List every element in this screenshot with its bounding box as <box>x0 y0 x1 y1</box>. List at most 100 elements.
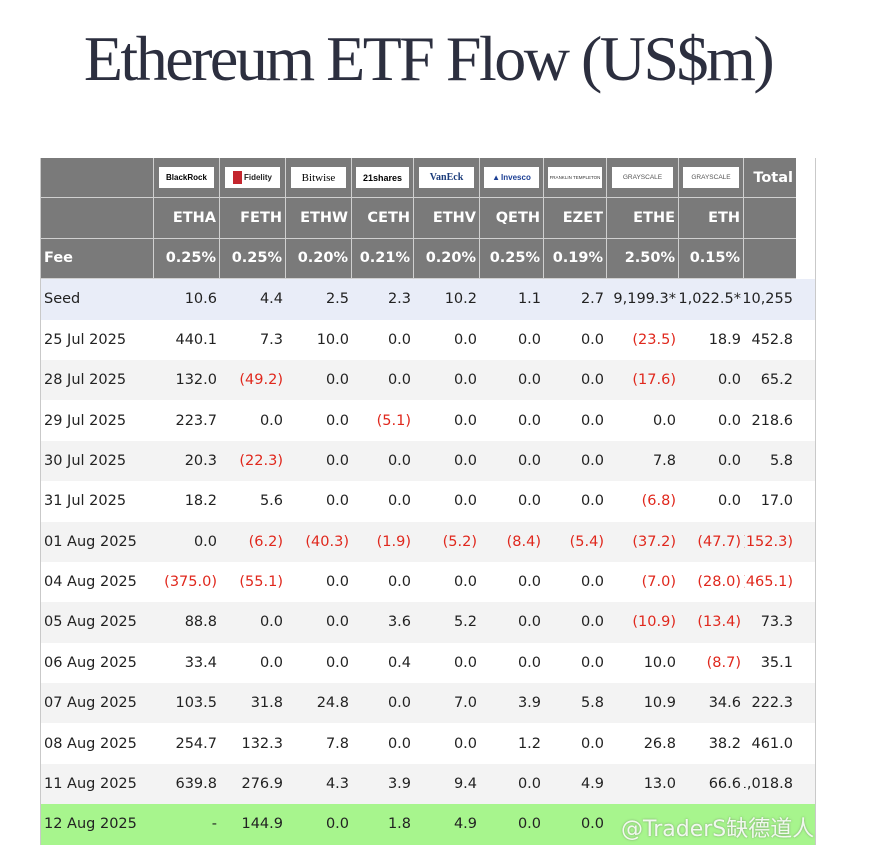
issuer-logo: ▲ Invesco <box>484 167 539 189</box>
table-row: 11 Aug 2025 639.8 276.9 4.3 3.9 9.4 0.0 4.9 13.0… <box>41 763 815 805</box>
value-cell: (10.9) <box>632 614 676 631</box>
value-cell: 0.0 <box>717 452 741 469</box>
value-cell: 222.3 <box>751 695 793 712</box>
value-cell: (22.3) <box>239 452 283 469</box>
value-cell: 0.0 <box>453 412 477 429</box>
row-label: 08 Aug 2025 <box>44 735 137 752</box>
row-label: 25 Jul 2025 <box>44 331 127 348</box>
value-cell: 65.2 <box>760 372 793 389</box>
fee-cell: 0.25% <box>154 238 220 280</box>
value-cell: 7.8 <box>652 452 676 469</box>
fee-cell: 0.19% <box>544 238 607 280</box>
ticker-cell: CETH <box>352 198 414 239</box>
value-cell: 5.8 <box>580 695 604 712</box>
value-cell: 5.6 <box>259 493 283 510</box>
issuer-logo: VanEck <box>418 167 475 189</box>
value-cell: 0.0 <box>453 574 477 591</box>
value-cell: 639.8 <box>175 776 217 793</box>
value-cell: 132.0 <box>175 372 217 389</box>
value-cell: 218.6 <box>751 412 793 429</box>
issuer-logo: BlackRock <box>158 167 215 189</box>
fidelity-logo-icon <box>232 171 242 185</box>
value-cell: 0.0 <box>259 614 283 631</box>
value-cell: (5.1) <box>376 412 411 429</box>
value-cell: 7.8 <box>325 735 349 752</box>
row-label: 05 Aug 2025 <box>44 614 137 631</box>
ticker-cell: ETHW <box>286 198 352 239</box>
value-cell: 4.9 <box>580 776 604 793</box>
value-cell: 440.1 <box>175 331 217 348</box>
value-cell: 0.0 <box>517 372 541 389</box>
value-cell: 1.1 <box>517 291 541 308</box>
value-cell: (23.5) <box>632 331 676 348</box>
total-header: Total <box>744 158 796 199</box>
row-label: 31 Jul 2025 <box>44 493 127 510</box>
row-label: 29 Jul 2025 <box>44 412 127 429</box>
value-cell: (37.2) <box>632 533 676 550</box>
value-cell: 0.0 <box>580 372 604 389</box>
table-row: 29 Jul 2025 223.7 0.0 0.0 (5.1) 0.0 0.0 0.0 0.0 0… <box>41 400 815 441</box>
value-cell: 0.0 <box>325 574 349 591</box>
table-row: 07 Aug 2025 103.5 31.8 24.8 0.0 7.0 3.9 5.8 10.9… <box>41 683 815 724</box>
value-cell: (6.8) <box>641 493 676 510</box>
value-cell: 10.0 <box>316 331 349 348</box>
value-cell: 0.0 <box>580 412 604 429</box>
value-cell: 7.3 <box>259 331 283 348</box>
value-cell: (6.2) <box>248 533 283 550</box>
value-cell: 1,018.8 <box>744 776 793 793</box>
ticker-cell: ETHA <box>154 198 220 239</box>
value-cell: 0.0 <box>387 331 411 348</box>
row-label: Seed <box>44 291 81 308</box>
value-cell: (17.6) <box>632 372 676 389</box>
value-cell: 0.0 <box>387 493 411 510</box>
value-cell: 17.0 <box>760 493 793 510</box>
table-row: 05 Aug 2025 88.8 0.0 0.0 3.6 5.2 0.0 0.0 (10.9) (… <box>41 602 815 643</box>
table-row: 04 Aug 2025 (375.0) (55.1) 0.0 0.0 0.0 0.0 0.0 (… <box>41 561 815 603</box>
value-cell: 0.0 <box>325 816 349 833</box>
value-cell: 0.0 <box>259 412 283 429</box>
fee-cell: 2.50% <box>607 238 679 280</box>
table-row: 28 Jul 2025 132.0 (49.2) 0.0 0.0 0.0 0.0 0.0 (17… <box>41 359 815 401</box>
value-cell: 0.0 <box>325 654 349 671</box>
value-cell: 0.0 <box>193 533 217 550</box>
table-row: 12 Aug 2025 - 144.9 0.0 1.8 4.9 0.0 0.0 <box>41 804 815 845</box>
ticker-cell: ETHE <box>607 198 679 239</box>
value-cell: 10.9 <box>643 695 676 712</box>
value-cell: 20.3 <box>184 452 217 469</box>
ticker-cell: ETHV <box>414 198 480 239</box>
value-cell: 0.0 <box>387 574 411 591</box>
value-cell: 10.0 <box>643 654 676 671</box>
value-cell: 7.0 <box>453 695 477 712</box>
table-row: 01 Aug 2025 0.0 (6.2) (40.3) (1.9) (5.2) (8.4)… <box>41 521 815 562</box>
value-cell: - <box>211 816 217 833</box>
value-cell: 0.0 <box>652 412 676 429</box>
value-cell: 18.9 <box>708 331 741 348</box>
value-cell: (7.0) <box>641 574 676 591</box>
issuer-logo: Fidelity <box>224 167 281 189</box>
etf-flow-table: BlackRock Fidelity Bitwise 21shares VanEck ▲ I… <box>40 158 816 845</box>
value-cell: 73.3 <box>760 614 793 631</box>
fee-label: Fee <box>41 238 154 280</box>
value-cell: 0.0 <box>387 452 411 469</box>
value-cell: 9.4 <box>453 776 477 793</box>
value-cell: (465.1) <box>744 574 793 591</box>
ticker-cell: FETH <box>220 198 286 239</box>
value-cell: 3.9 <box>517 695 541 712</box>
issuer-cell: Bitwise <box>286 158 352 199</box>
issuer-header-row: BlackRock Fidelity Bitwise 21shares VanEck ▲ I… <box>41 158 815 199</box>
value-cell: 1.8 <box>387 816 411 833</box>
value-cell: (40.3) <box>305 533 349 550</box>
value-cell: 0.0 <box>580 574 604 591</box>
value-cell: 10.6 <box>184 291 217 308</box>
table-row: 30 Jul 2025 20.3 (22.3) 0.0 0.0 0.0 0.0 0.0 7.8 0… <box>41 440 815 482</box>
value-cell: 24.8 <box>316 695 349 712</box>
value-cell: 452.8 <box>751 331 793 348</box>
value-cell: 0.0 <box>453 735 477 752</box>
value-cell: 38.2 <box>708 735 741 752</box>
ticker-cell: ETH <box>679 198 744 239</box>
row-label: 01 Aug 2025 <box>44 533 137 550</box>
ticker-cell: EZET <box>544 198 607 239</box>
issuer-cell: VanEck <box>414 158 480 199</box>
value-cell: 0.0 <box>517 614 541 631</box>
value-cell: 0.0 <box>580 493 604 510</box>
